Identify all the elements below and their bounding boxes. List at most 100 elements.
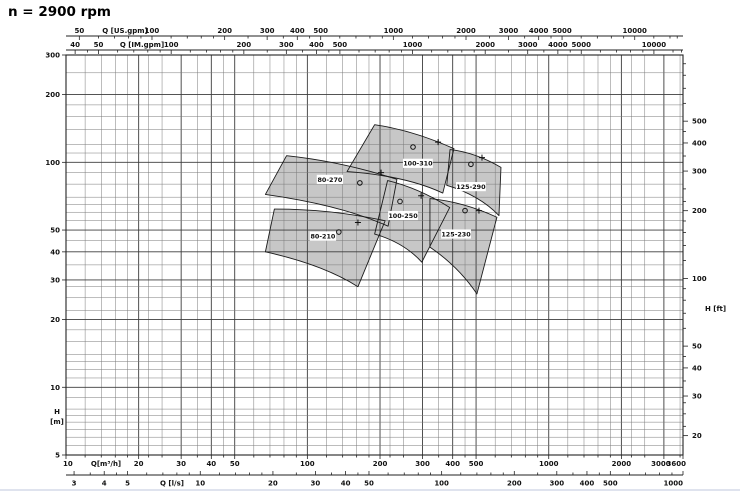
label-m3h-1000: 1000 (539, 460, 559, 468)
axis-top-imgpm-label-10000: 10000 (642, 41, 666, 49)
envelope-label-80-210: 80-210 (310, 232, 335, 240)
axis-top-usgpm-label-1000: 1000 (384, 27, 404, 35)
envelope-outline-80-270 (264, 155, 398, 227)
label-ft-30: 30 (692, 393, 702, 401)
label-ls-20: 20 (268, 480, 278, 488)
label-ls-500: 500 (603, 480, 618, 488)
axis-top-usgpm-label-3000: 3000 (499, 27, 519, 35)
label-ft-200: 200 (692, 207, 707, 215)
envelope-outline-80-210 (264, 208, 386, 288)
label-m3h-3000: 3000 (651, 460, 671, 468)
axis-top-imgpm-label-50: 50 (94, 41, 104, 49)
label-m-200: 200 (45, 91, 60, 99)
axis-top-usgpm-title: Q [US.gpm] (102, 27, 148, 35)
axis-top-usgpm-label-500: 500 (313, 27, 328, 35)
label-ft-100: 100 (692, 275, 707, 283)
label-ft-500: 500 (692, 118, 707, 126)
label-m-40: 40 (50, 248, 60, 256)
label-ls-30: 30 (311, 480, 321, 488)
envelope-label-100-310: 100-310 (403, 160, 433, 168)
label-ls-3: 3 (72, 480, 77, 488)
duty-point-plus-125-290 (478, 154, 485, 161)
envelope-outline-100-310 (346, 124, 455, 194)
axis-top-imgpm-label-5000: 5000 (572, 41, 592, 49)
axis-title-ft: H [ft] (705, 305, 726, 313)
axis-top-imgpm-label-400: 400 (309, 41, 324, 49)
envelope-label-125-290: 125-290 (456, 183, 486, 191)
axis-top-imgpm-title: Q [IM.gpm] (120, 41, 164, 49)
label-ls-100: 100 (434, 480, 449, 488)
envelope-fill-80-210 (265, 209, 386, 287)
label-m-300: 300 (45, 52, 60, 60)
axis-right-ft: 20 30 40 50 100 200 300 400 500 H [ft] (683, 63, 726, 440)
duty-point-circle-80-210 (336, 229, 342, 235)
label-ft-300: 300 (692, 168, 707, 176)
duty-point-plus-80-270 (378, 169, 385, 176)
label-m-10: 10 (50, 384, 60, 392)
label-m3h-500: 500 (469, 460, 484, 468)
axis-top-usgpm-label-400: 400 (290, 27, 305, 35)
label-m3h-400: 400 (445, 460, 460, 468)
envelope-label-box-100-310 (402, 158, 433, 168)
duty-point-plus-100-310 (435, 139, 442, 146)
axis-top-usgpm-label-10000: 10000 (623, 27, 647, 35)
label-m-5: 5 (55, 452, 60, 460)
duty-point-circle-125-290 (468, 161, 474, 168)
axis-bottom-m3h: 10 20 30 40 50 100 200 300 400 500 1000 2000 3000360… (63, 455, 686, 468)
duty-point-circle-100-310 (410, 144, 416, 150)
label-m3h-3600: 3600 (667, 460, 687, 468)
label-m3h-100: 100 (300, 460, 315, 468)
axis-title-ls: Q [l/s] (160, 480, 184, 488)
label-ls-10: 10 (195, 480, 205, 488)
axis-top-usgpm-label-100: 100 (145, 27, 160, 35)
axis-top-imgpm-label-3000: 3000 (518, 41, 538, 49)
axis-top-usgpm: 50 100 200 300 400 500 1000 2000 3000 4000 5000 100… (66, 27, 683, 40)
axis-top-imgpm-label-500: 500 (333, 41, 348, 49)
envelope-label-box-125-290 (455, 182, 486, 192)
envelope-label-box-100-250 (388, 210, 418, 221)
label-ls-40: 40 (341, 480, 351, 488)
label-m3h-30: 30 (176, 460, 186, 468)
duty-point-plus-100-250 (418, 192, 425, 199)
envelope-outline-100-250 (374, 180, 451, 263)
axis-top-usgpm-label-5000: 5000 (552, 27, 572, 35)
axis-top-usgpm-label-2000: 2000 (456, 27, 476, 35)
label-m3h-20: 20 (134, 460, 144, 468)
envelope-label-80-270: 80-270 (317, 176, 342, 184)
grid (65, 54, 684, 456)
label-m-20: 20 (50, 316, 60, 324)
label-ls-400: 400 (580, 480, 595, 488)
envelope-fill-125-230 (429, 198, 497, 294)
label-ls-300: 300 (549, 480, 564, 488)
label-ls-4: 4 (102, 480, 107, 488)
axis-top-usgpm-label-300: 300 (260, 27, 275, 35)
envelope-fill-100-310 (347, 124, 454, 194)
axis-top-imgpm-label-200: 200 (237, 41, 252, 49)
label-ls-1000: 1000 (664, 480, 684, 488)
axis-top-usgpm-label-200: 200 (217, 27, 232, 35)
envelope-label-box-80-210 (309, 231, 337, 241)
axis-title-m3h: Q[m³/h] (91, 460, 121, 468)
envelope-outline-125-230 (429, 198, 498, 295)
plot-border (65, 54, 684, 456)
label-m3h-300: 300 (415, 460, 430, 468)
label-m-30: 30 (50, 276, 60, 284)
axis-bottom-ls: 3 4 5 10 20 30 40 50 100 200 300 400 500 1000 Q [l/s] (66, 471, 684, 488)
label-m3h-2000: 2000 (612, 460, 632, 468)
axis-top-imgpm-label-2000: 2000 (475, 41, 495, 49)
axis-top-imgpm-label-4000: 4000 (548, 41, 568, 49)
label-ft-20: 20 (692, 432, 702, 440)
envelope-label-box-80-270 (316, 174, 344, 184)
axis-top-usgpm-label-4000: 4000 (529, 27, 549, 35)
label-ft-400: 400 (692, 139, 707, 147)
label-m-50: 50 (50, 227, 60, 235)
label-m3h-200: 200 (373, 460, 388, 468)
label-m3h-50: 50 (230, 460, 240, 468)
axis-title-m-line2: [m] (50, 418, 64, 426)
label-ft-40: 40 (692, 364, 702, 372)
duty-point-plus-125-230 (475, 207, 482, 214)
window-bottom-edge (0, 489, 740, 491)
envelope-label-box-125-230 (441, 229, 471, 239)
